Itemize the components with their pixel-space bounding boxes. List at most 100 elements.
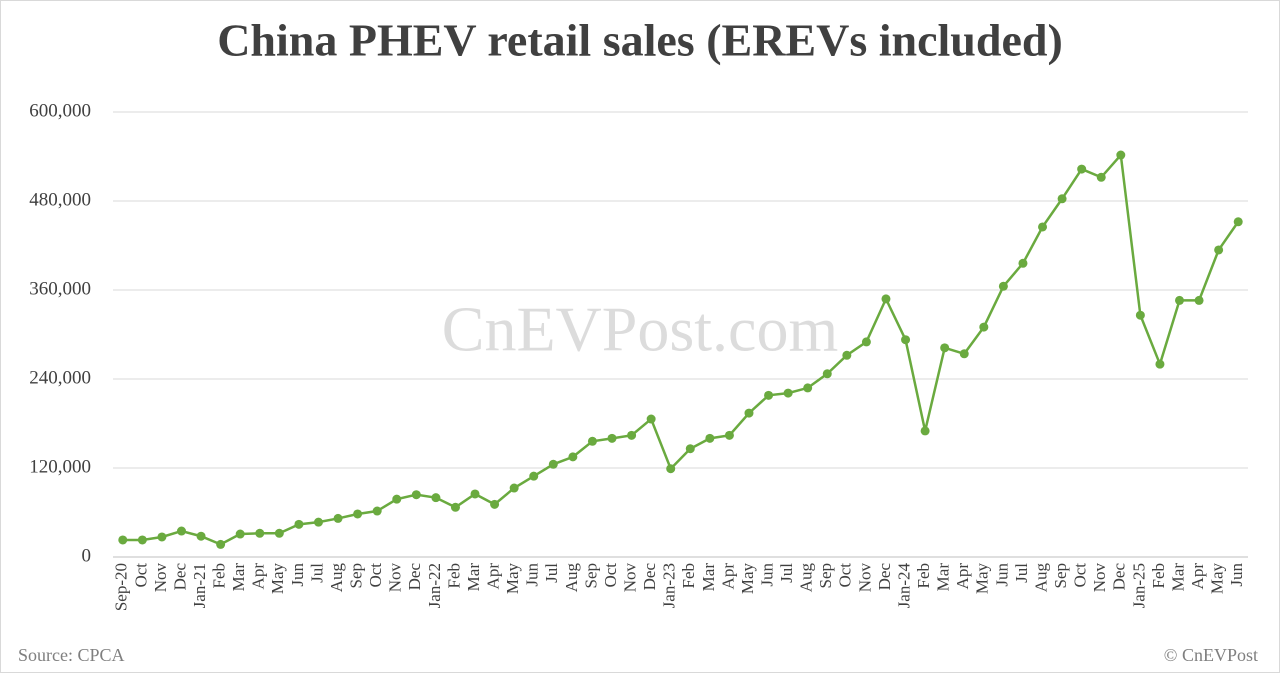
x-tick-label: May (1208, 563, 1227, 595)
point (1214, 245, 1224, 255)
x-tick-label: Aug (327, 563, 346, 593)
point (1194, 295, 1204, 305)
x-tick-label: Jul (777, 563, 796, 583)
y-tick-label: 0 (82, 545, 92, 566)
x-tick-label: Jan-23 (660, 563, 679, 608)
point (431, 493, 441, 503)
x-tick-label: Sep (347, 563, 366, 589)
x-tick-label: Jun (992, 563, 1011, 587)
x-tick-label: Jul (1012, 563, 1031, 583)
point (196, 531, 206, 541)
point (861, 337, 871, 347)
x-tick-label: Dec (640, 563, 659, 591)
point (333, 513, 343, 523)
x-tick-label: Nov (855, 563, 874, 593)
credit: © CnEVPost (1164, 645, 1258, 665)
x-tick-label: Apr (249, 563, 268, 590)
x-tick-label: Jun (757, 563, 776, 587)
point (450, 502, 460, 512)
point (842, 350, 852, 360)
x-tick-label: Nov (1090, 563, 1109, 593)
point (313, 517, 323, 527)
point (1135, 310, 1145, 320)
point (568, 452, 578, 462)
x-tick-label: Aug (797, 563, 816, 593)
point (685, 444, 695, 454)
x-tick-label: Oct (836, 563, 855, 588)
x-tick-label: Dec (405, 563, 424, 591)
x-tick-label: Dec (1110, 563, 1129, 591)
point (940, 343, 950, 353)
point (490, 499, 500, 509)
x-tick-label: Jul (542, 563, 561, 583)
point (646, 414, 656, 424)
x-tick-label: Mar (699, 563, 718, 592)
y-tick-label: 240,000 (29, 367, 91, 388)
point (294, 519, 304, 529)
x-tick-label: Oct (131, 563, 150, 588)
point (372, 506, 382, 516)
point (998, 281, 1008, 291)
point (1096, 172, 1106, 182)
point (392, 494, 402, 504)
point (411, 490, 421, 500)
point (255, 528, 265, 538)
point (881, 294, 891, 304)
x-tick-label: Apr (484, 563, 503, 590)
point (666, 464, 676, 474)
point (705, 433, 715, 443)
point (587, 436, 597, 446)
x-tick-label: Jan-25 (1129, 563, 1148, 608)
point (353, 509, 363, 519)
x-tick-label: Feb (914, 563, 933, 589)
point (157, 532, 167, 542)
point (509, 483, 519, 493)
x-tick-label: Feb (1149, 563, 1168, 589)
chart-title: China PHEV retail sales (EREVs included) (217, 15, 1063, 66)
point (548, 459, 558, 469)
point (901, 335, 911, 345)
source: Source: CPCA (18, 645, 125, 665)
x-tick-label: May (973, 563, 992, 595)
point (724, 430, 734, 440)
point (1077, 164, 1087, 174)
point (979, 322, 989, 332)
y-tick-label: 120,000 (29, 456, 91, 477)
x-tick-label: Jul (307, 563, 326, 583)
x-tick-label: Nov (620, 563, 639, 593)
x-tick-label: Feb (444, 563, 463, 589)
x-tick-label: Aug (562, 563, 581, 593)
x-tick-label: Sep-20 (112, 563, 131, 611)
point (118, 535, 128, 545)
point (607, 433, 617, 443)
y-tick-label: 600,000 (29, 100, 91, 121)
x-tick-label: Sep (581, 563, 600, 589)
point (803, 383, 813, 393)
x-tick-label: Nov (386, 563, 405, 593)
line (122, 152, 1240, 546)
x-tick-label: Oct (601, 563, 620, 588)
x-tick-label: Oct (1071, 563, 1090, 588)
y-tick-label: 360,000 (29, 278, 91, 299)
point (216, 539, 226, 549)
point (1116, 150, 1126, 160)
x-tick-label: Mar (229, 563, 248, 592)
point (470, 489, 480, 499)
point (822, 369, 832, 379)
x-tick-label: Jun (1227, 563, 1246, 587)
x-tick-label: Feb (679, 563, 698, 589)
x-tick-label: Apr (718, 563, 737, 590)
x-tick-label: Jan-21 (190, 563, 209, 608)
x-tick-label: Sep (1051, 563, 1070, 589)
point (627, 430, 637, 440)
x-tick-label: Apr (953, 563, 972, 590)
point (1057, 194, 1067, 204)
watermark: CnEVPost.com (442, 294, 838, 365)
point (529, 471, 539, 481)
x-tick-label: Feb (210, 563, 229, 589)
point (176, 526, 186, 536)
x-tick-label: Jan-24 (894, 563, 913, 609)
x-tick-label: Oct (366, 563, 385, 588)
x-tick-label: May (503, 563, 522, 595)
